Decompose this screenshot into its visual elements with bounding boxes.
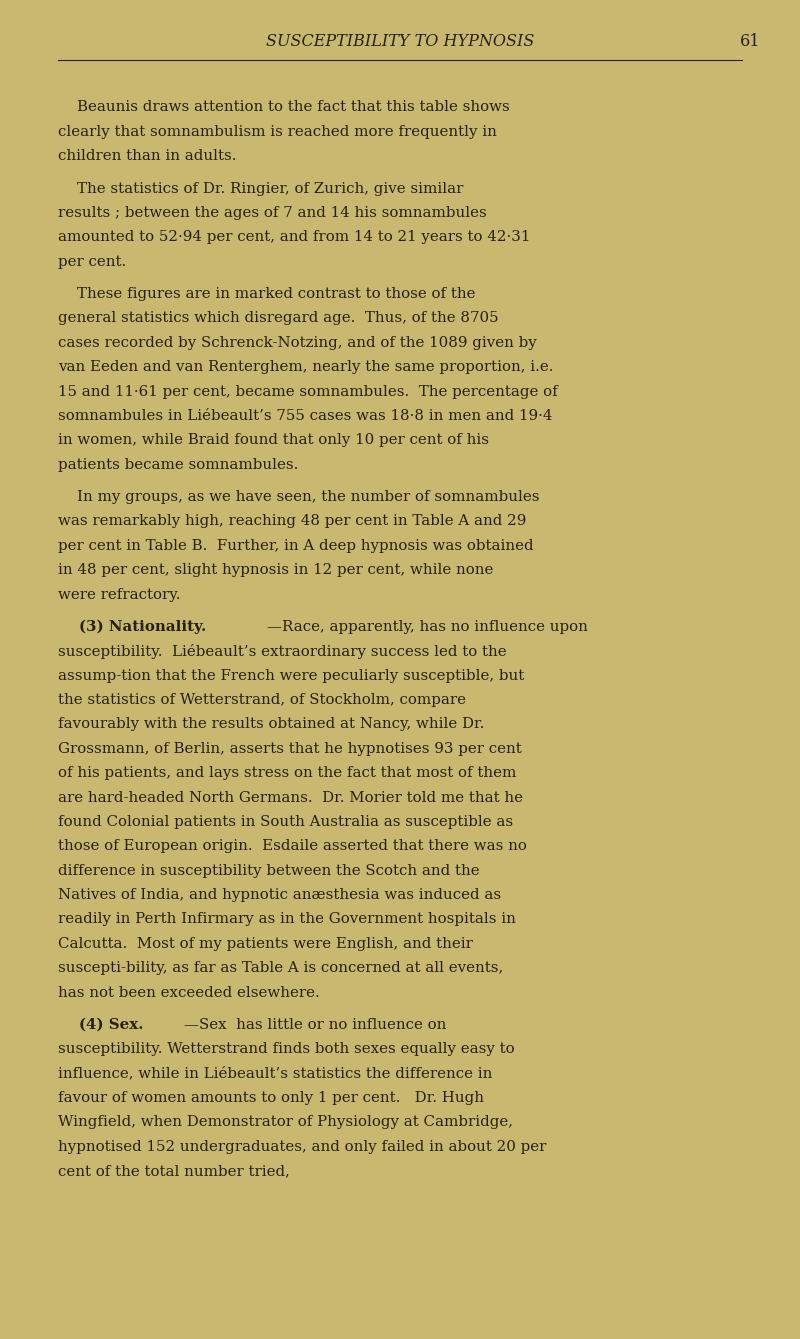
Text: 61: 61: [739, 33, 760, 51]
Text: amounted to 52·94 per cent, and from 14 to 21 years to 42·31: amounted to 52·94 per cent, and from 14 …: [58, 230, 530, 244]
Text: Grossmann, of Berlin, asserts that he hypnotises 93 per cent: Grossmann, of Berlin, asserts that he hy…: [58, 742, 522, 755]
Text: clearly that somnambulism is reached more frequently in: clearly that somnambulism is reached mor…: [58, 125, 497, 139]
Text: the statistics of Wetterstrand, of Stockholm, compare: the statistics of Wetterstrand, of Stock…: [58, 694, 466, 707]
Text: of his patients, and lays stress on the fact that most of them: of his patients, and lays stress on the …: [58, 766, 516, 781]
Text: cases recorded by Schrenck-Notzing, and of the 1089 given by: cases recorded by Schrenck-Notzing, and …: [58, 336, 536, 349]
Text: patients became somnambules.: patients became somnambules.: [58, 458, 298, 471]
Text: The statistics of Dr. Ringier, of Zurich, give similar: The statistics of Dr. Ringier, of Zurich…: [58, 182, 463, 195]
Text: general statistics which disregard age.  Thus, of the 8705: general statistics which disregard age. …: [58, 312, 498, 325]
Text: readily in Perth Infirmary as in the Government hospitals in: readily in Perth Infirmary as in the Gov…: [58, 912, 515, 927]
Text: Natives of India, and hypnotic anæsthesia was induced as: Natives of India, and hypnotic anæsthesi…: [58, 888, 501, 902]
Text: (3) Nationality.: (3) Nationality.: [58, 620, 206, 635]
Text: per cent.: per cent.: [58, 254, 126, 269]
Text: 15 and 11·61 per cent, became somnambules.  The percentage of: 15 and 11·61 per cent, became somnambule…: [58, 384, 558, 399]
Text: were refractory.: were refractory.: [58, 588, 180, 601]
Text: in 48 per cent, slight hypnosis in 12 per cent, while none: in 48 per cent, slight hypnosis in 12 pe…: [58, 564, 493, 577]
Text: somnambules in Liébeault’s 755 cases was 18·8 in men and 19·4: somnambules in Liébeault’s 755 cases was…: [58, 408, 552, 423]
Text: assump-tion that the French were peculiarly susceptible, but: assump-tion that the French were peculia…: [58, 668, 524, 683]
Text: SUSCEPTIBILITY TO HYPNOSIS: SUSCEPTIBILITY TO HYPNOSIS: [266, 33, 534, 51]
Text: Beaunis draws attention to the fact that this table shows: Beaunis draws attention to the fact that…: [58, 100, 510, 114]
Text: hypnotised 152 undergraduates, and only failed in about 20 per: hypnotised 152 undergraduates, and only …: [58, 1139, 546, 1154]
Text: difference in susceptibility between the Scotch and the: difference in susceptibility between the…: [58, 864, 479, 877]
Text: —Sex  has little or no influence on: —Sex has little or no influence on: [183, 1018, 446, 1032]
Text: In my groups, as we have seen, the number of somnambules: In my groups, as we have seen, the numbe…: [58, 490, 539, 503]
Text: These figures are in marked contrast to those of the: These figures are in marked contrast to …: [58, 287, 475, 301]
Text: influence, while in Liébeault’s statistics the difference in: influence, while in Liébeault’s statisti…: [58, 1067, 492, 1081]
Text: Calcutta.  Most of my patients were English, and their: Calcutta. Most of my patients were Engli…: [58, 937, 473, 951]
Text: susceptibility.  Liébeault’s extraordinary success led to the: susceptibility. Liébeault’s extraordinar…: [58, 644, 506, 659]
Text: was remarkably high, reaching 48 per cent in Table A and 29: was remarkably high, reaching 48 per cen…: [58, 514, 526, 529]
Text: results ; between the ages of 7 and 14 his somnambules: results ; between the ages of 7 and 14 h…: [58, 206, 486, 220]
Text: (4) Sex.: (4) Sex.: [58, 1018, 143, 1032]
Text: Wingfield, when Demonstrator of Physiology at Cambridge,: Wingfield, when Demonstrator of Physiolo…: [58, 1115, 513, 1129]
Text: —Race, apparently, has no influence upon: —Race, apparently, has no influence upon: [267, 620, 588, 633]
Text: van Eeden and van Renterghem, nearly the same proportion, i.e.: van Eeden and van Renterghem, nearly the…: [58, 360, 553, 374]
Text: children than in adults.: children than in adults.: [58, 149, 236, 163]
Text: found Colonial patients in South Australia as susceptible as: found Colonial patients in South Austral…: [58, 815, 513, 829]
Text: those of European origin.  Esdaile asserted that there was no: those of European origin. Esdaile assert…: [58, 840, 526, 853]
Text: favour of women amounts to only 1 per cent.   Dr. Hugh: favour of women amounts to only 1 per ce…: [58, 1091, 483, 1105]
Text: cent of the total number tried,: cent of the total number tried,: [58, 1164, 290, 1178]
Text: in women, while Braid found that only 10 per cent of his: in women, while Braid found that only 10…: [58, 434, 489, 447]
Text: favourably with the results obtained at Nancy, while Dr.: favourably with the results obtained at …: [58, 718, 484, 731]
Text: suscepti-bility, as far as Table A is concerned at all events,: suscepti-bility, as far as Table A is co…: [58, 961, 503, 975]
Text: has not been exceeded elsewhere.: has not been exceeded elsewhere.: [58, 986, 319, 999]
Text: are hard-headed North Germans.  Dr. Morier told me that he: are hard-headed North Germans. Dr. Morie…: [58, 790, 522, 805]
Text: per cent in Table B.  Further, in A deep hypnosis was obtained: per cent in Table B. Further, in A deep …: [58, 538, 534, 553]
Text: susceptibility. Wetterstrand finds both sexes equally easy to: susceptibility. Wetterstrand finds both …: [58, 1042, 514, 1056]
